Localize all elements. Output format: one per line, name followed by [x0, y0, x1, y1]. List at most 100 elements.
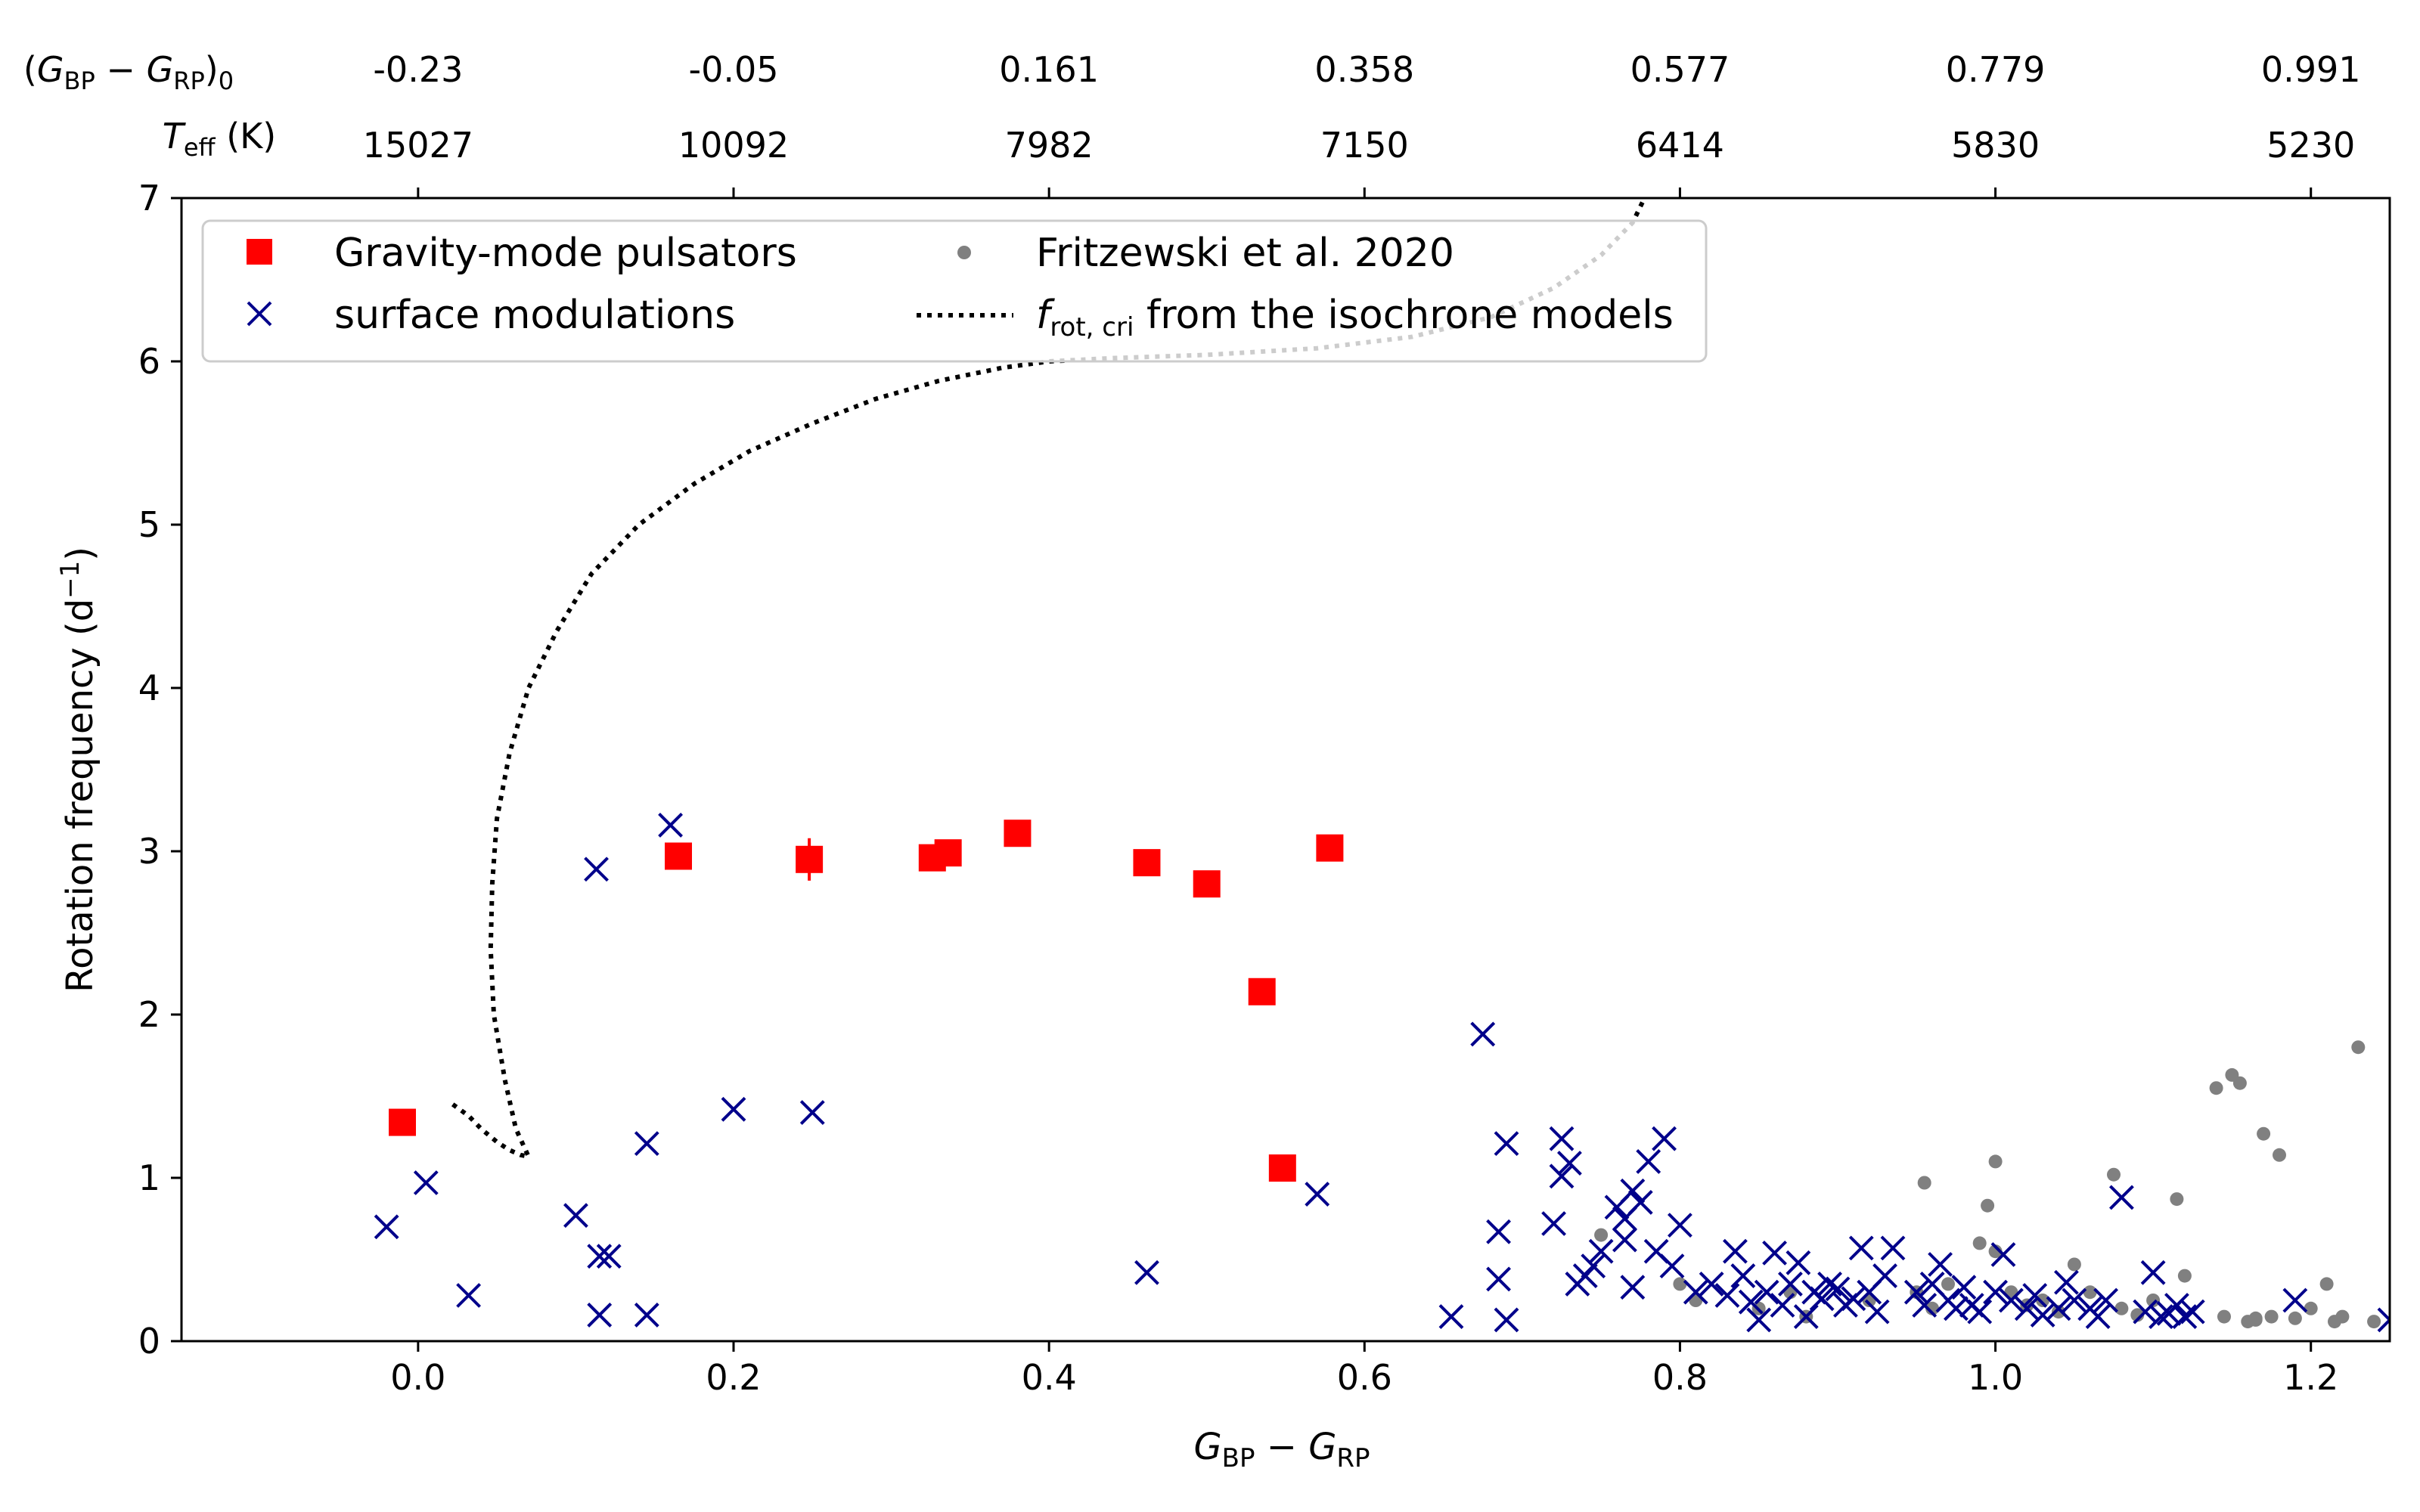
surface-modulation-point: [1951, 1275, 1977, 1300]
surface-modulation-point: [456, 1283, 482, 1308]
surface-modulation-point: [1627, 1189, 1653, 1215]
y-tick-label: 6: [138, 341, 160, 382]
fritzewski-point: [2319, 1277, 2334, 1291]
surface-modulation-point: [2030, 1303, 2055, 1328]
surface-modulation-point: [1990, 1242, 2016, 1267]
top-teff-label: 10092: [678, 125, 789, 166]
surface-modulation-point: [1746, 1307, 1772, 1333]
surface-modulation-point: [1778, 1271, 1803, 1297]
gravity-mode-point: [1268, 1154, 1296, 1182]
fritzewski-point: [2036, 1294, 2050, 1307]
surface-modulation-point: [2282, 1287, 2308, 1313]
surface-modulation-point: [2140, 1259, 2166, 1285]
gravity-mode-point: [796, 845, 824, 873]
surface-modulation-point: [1928, 1252, 1953, 1277]
plot-frame: [180, 197, 2391, 1343]
surface-modulation-point: [1620, 1275, 1646, 1300]
surface-modulation-point: [2109, 1185, 2134, 1210]
fritzewski-point: [1981, 1198, 1995, 1213]
surface-modulation-point: [1612, 1227, 1637, 1253]
fritzewski-point: [2273, 1148, 2286, 1162]
x-axis-title: GBP − GRP: [1193, 1426, 1370, 1473]
surface-modulation-point: [658, 813, 683, 838]
x-tick-label: 0.2: [706, 1357, 761, 1398]
surface-modulation-point: [584, 857, 609, 882]
fritzewski-point: [2217, 1309, 2231, 1324]
fritzewski-point: [2248, 1311, 2263, 1325]
surface-modulation-point: [2377, 1307, 2390, 1333]
surface-modulation-point: [1699, 1271, 1724, 1297]
fritzewski-point: [2209, 1081, 2223, 1095]
surface-modulation-point: [1470, 1021, 1496, 1047]
x-tick-label: 1.0: [1968, 1357, 2023, 1398]
top-color-label: 0.779: [1946, 49, 2046, 90]
surface-modulation-point: [1486, 1219, 1511, 1244]
surface-modulation-point: [1841, 1286, 1866, 1312]
fritzewski-point: [1972, 1236, 1987, 1250]
fritzewski-point: [2304, 1301, 2318, 1315]
surface-modulation-point: [1999, 1287, 2024, 1313]
surface-modulation-point: [1486, 1266, 1511, 1292]
surface-modulation-point: [1912, 1293, 1938, 1318]
legend-x-marker: [247, 301, 272, 327]
surface-modulation-point: [634, 1303, 659, 1328]
surface-modulation-point: [2164, 1293, 2189, 1318]
surface-modulation-point: [1305, 1182, 1330, 1207]
plot-background: [182, 198, 2390, 1341]
surface-modulation-point: [721, 1096, 746, 1122]
y-tick-label: 4: [138, 668, 160, 708]
surface-modulation-point: [1730, 1263, 1756, 1289]
y-tick-label: 7: [138, 178, 160, 218]
top-teff-label: 7150: [1320, 125, 1409, 166]
y-tick-label: 2: [138, 994, 160, 1035]
surface-modulation-point: [1809, 1286, 1835, 1312]
surface-modulation-point: [1793, 1304, 1819, 1330]
surface-modulation-point: [1494, 1307, 1519, 1333]
surface-modulation-point: [799, 1100, 825, 1126]
gravity-mode-point: [1193, 870, 1221, 898]
surface-modulation-point: [1738, 1289, 1764, 1315]
x-tick-label: 1.2: [2283, 1357, 2338, 1398]
fritzewski-point: [1941, 1277, 1955, 1291]
surface-modulation-point: [634, 1131, 659, 1157]
surface-modulation-point: [1864, 1299, 1890, 1325]
fritzewski-point: [2170, 1192, 2184, 1207]
surface-modulation-point: [1134, 1259, 1159, 1285]
top-teff-label: 5830: [1951, 125, 2040, 166]
fritzewski-point: [2052, 1305, 2065, 1319]
surface-modulation-point: [2062, 1287, 2087, 1313]
surface-modulation-point: [1581, 1253, 1606, 1279]
y-tick-label: 0: [138, 1321, 160, 1362]
surface-modulation-point: [1683, 1279, 1708, 1305]
fritzewski-point: [1988, 1244, 2003, 1259]
surface-modulation-point: [1817, 1271, 1842, 1297]
top-color-label: -0.23: [373, 49, 463, 90]
surface-modulation-point: [1588, 1238, 1614, 1264]
surface-modulation-point: [1652, 1126, 1677, 1151]
fritzewski-point: [1673, 1277, 1687, 1291]
fritzewski-point: [2146, 1294, 2161, 1307]
surface-modulation-point: [2093, 1287, 2118, 1313]
surface-modulation-point: [1786, 1250, 1811, 1275]
surface-modulation-point: [1754, 1279, 1779, 1305]
surface-modulation-point: [1494, 1131, 1519, 1157]
gravity-mode-point: [1133, 849, 1161, 877]
top-teff-label: 15027: [363, 125, 473, 166]
legend-dot-marker: [957, 246, 971, 259]
top-teff-label: 5230: [2266, 125, 2355, 166]
surface-modulation-point: [1903, 1279, 1929, 1305]
top-color-label: 0.161: [999, 49, 1099, 90]
legend-label-fritzewski: Fritzewski et al. 2020: [1036, 231, 1454, 276]
surface-modulation-point: [1770, 1293, 1795, 1318]
top-color-label: 0.358: [1314, 49, 1414, 90]
surface-modulation-point: [2054, 1269, 2079, 1295]
surface-modulation-point: [2180, 1299, 2205, 1325]
surface-modulation-point: [374, 1214, 399, 1240]
surface-modulation-point: [563, 1203, 588, 1228]
surface-modulation-point: [1438, 1304, 1464, 1330]
surface-modulation-point: [1668, 1213, 1692, 1238]
surface-modulation-point: [2046, 1296, 2071, 1321]
top-color-label: -0.05: [688, 49, 778, 90]
fritzewski-point: [2335, 1309, 2350, 1324]
